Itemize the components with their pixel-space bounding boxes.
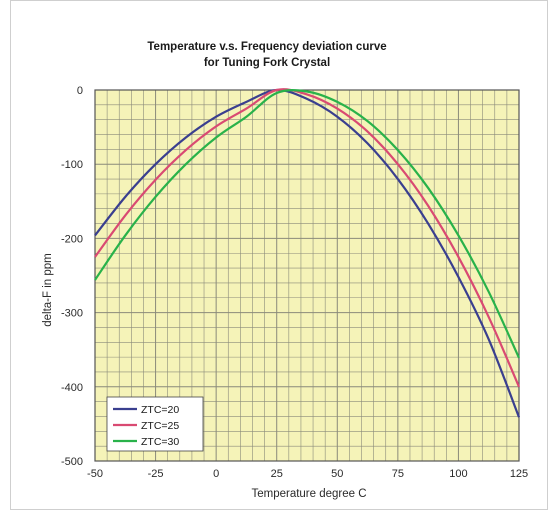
x-tick-label: -25	[148, 468, 164, 480]
y-tick-label: -400	[61, 382, 83, 394]
y-tick-label: -200	[61, 233, 83, 245]
x-tick-label: 0	[213, 468, 219, 480]
plot-area: -50 -25 0 25 50 75 100 125 0 -100 -200 -300 -400 -500…	[61, 85, 528, 480]
x-tick-label: -50	[87, 468, 103, 480]
chart-title-line-1: Temperature v.s. Frequency deviation cur…	[147, 41, 386, 53]
y-tick-label: -100	[61, 159, 83, 171]
legend-label-1: ZTC=20	[141, 404, 179, 416]
chart-frame: Temperature v.s. Frequency deviation cur…	[10, 0, 548, 510]
series-line-2	[94, 88, 521, 388]
x-tick-label: 125	[510, 468, 528, 480]
x-tick-label: 100	[449, 468, 467, 480]
y-axis-label: delta-F in ppm	[42, 253, 54, 327]
y-tick-label: 0	[77, 85, 83, 97]
series-line-1	[94, 88, 521, 418]
y-tick-label: -500	[61, 456, 83, 468]
x-tick-label: 75	[392, 468, 404, 480]
x-tick-label: 25	[271, 468, 283, 480]
series-line-3	[94, 88, 520, 359]
legend-label-2: ZTC=25	[141, 420, 179, 432]
plot-border	[94, 89, 520, 462]
chart-svg: Temperature v.s. Frequency deviation cur…	[42, 41, 528, 500]
x-tick-label: 50	[331, 468, 343, 480]
x-axis-label: Temperature degree C	[251, 488, 366, 500]
legend-label-3: ZTC=30	[141, 436, 179, 448]
y-tick-label: -300	[61, 308, 83, 320]
chart-title-line-2: for Tuning Fork Crystal	[204, 57, 330, 69]
